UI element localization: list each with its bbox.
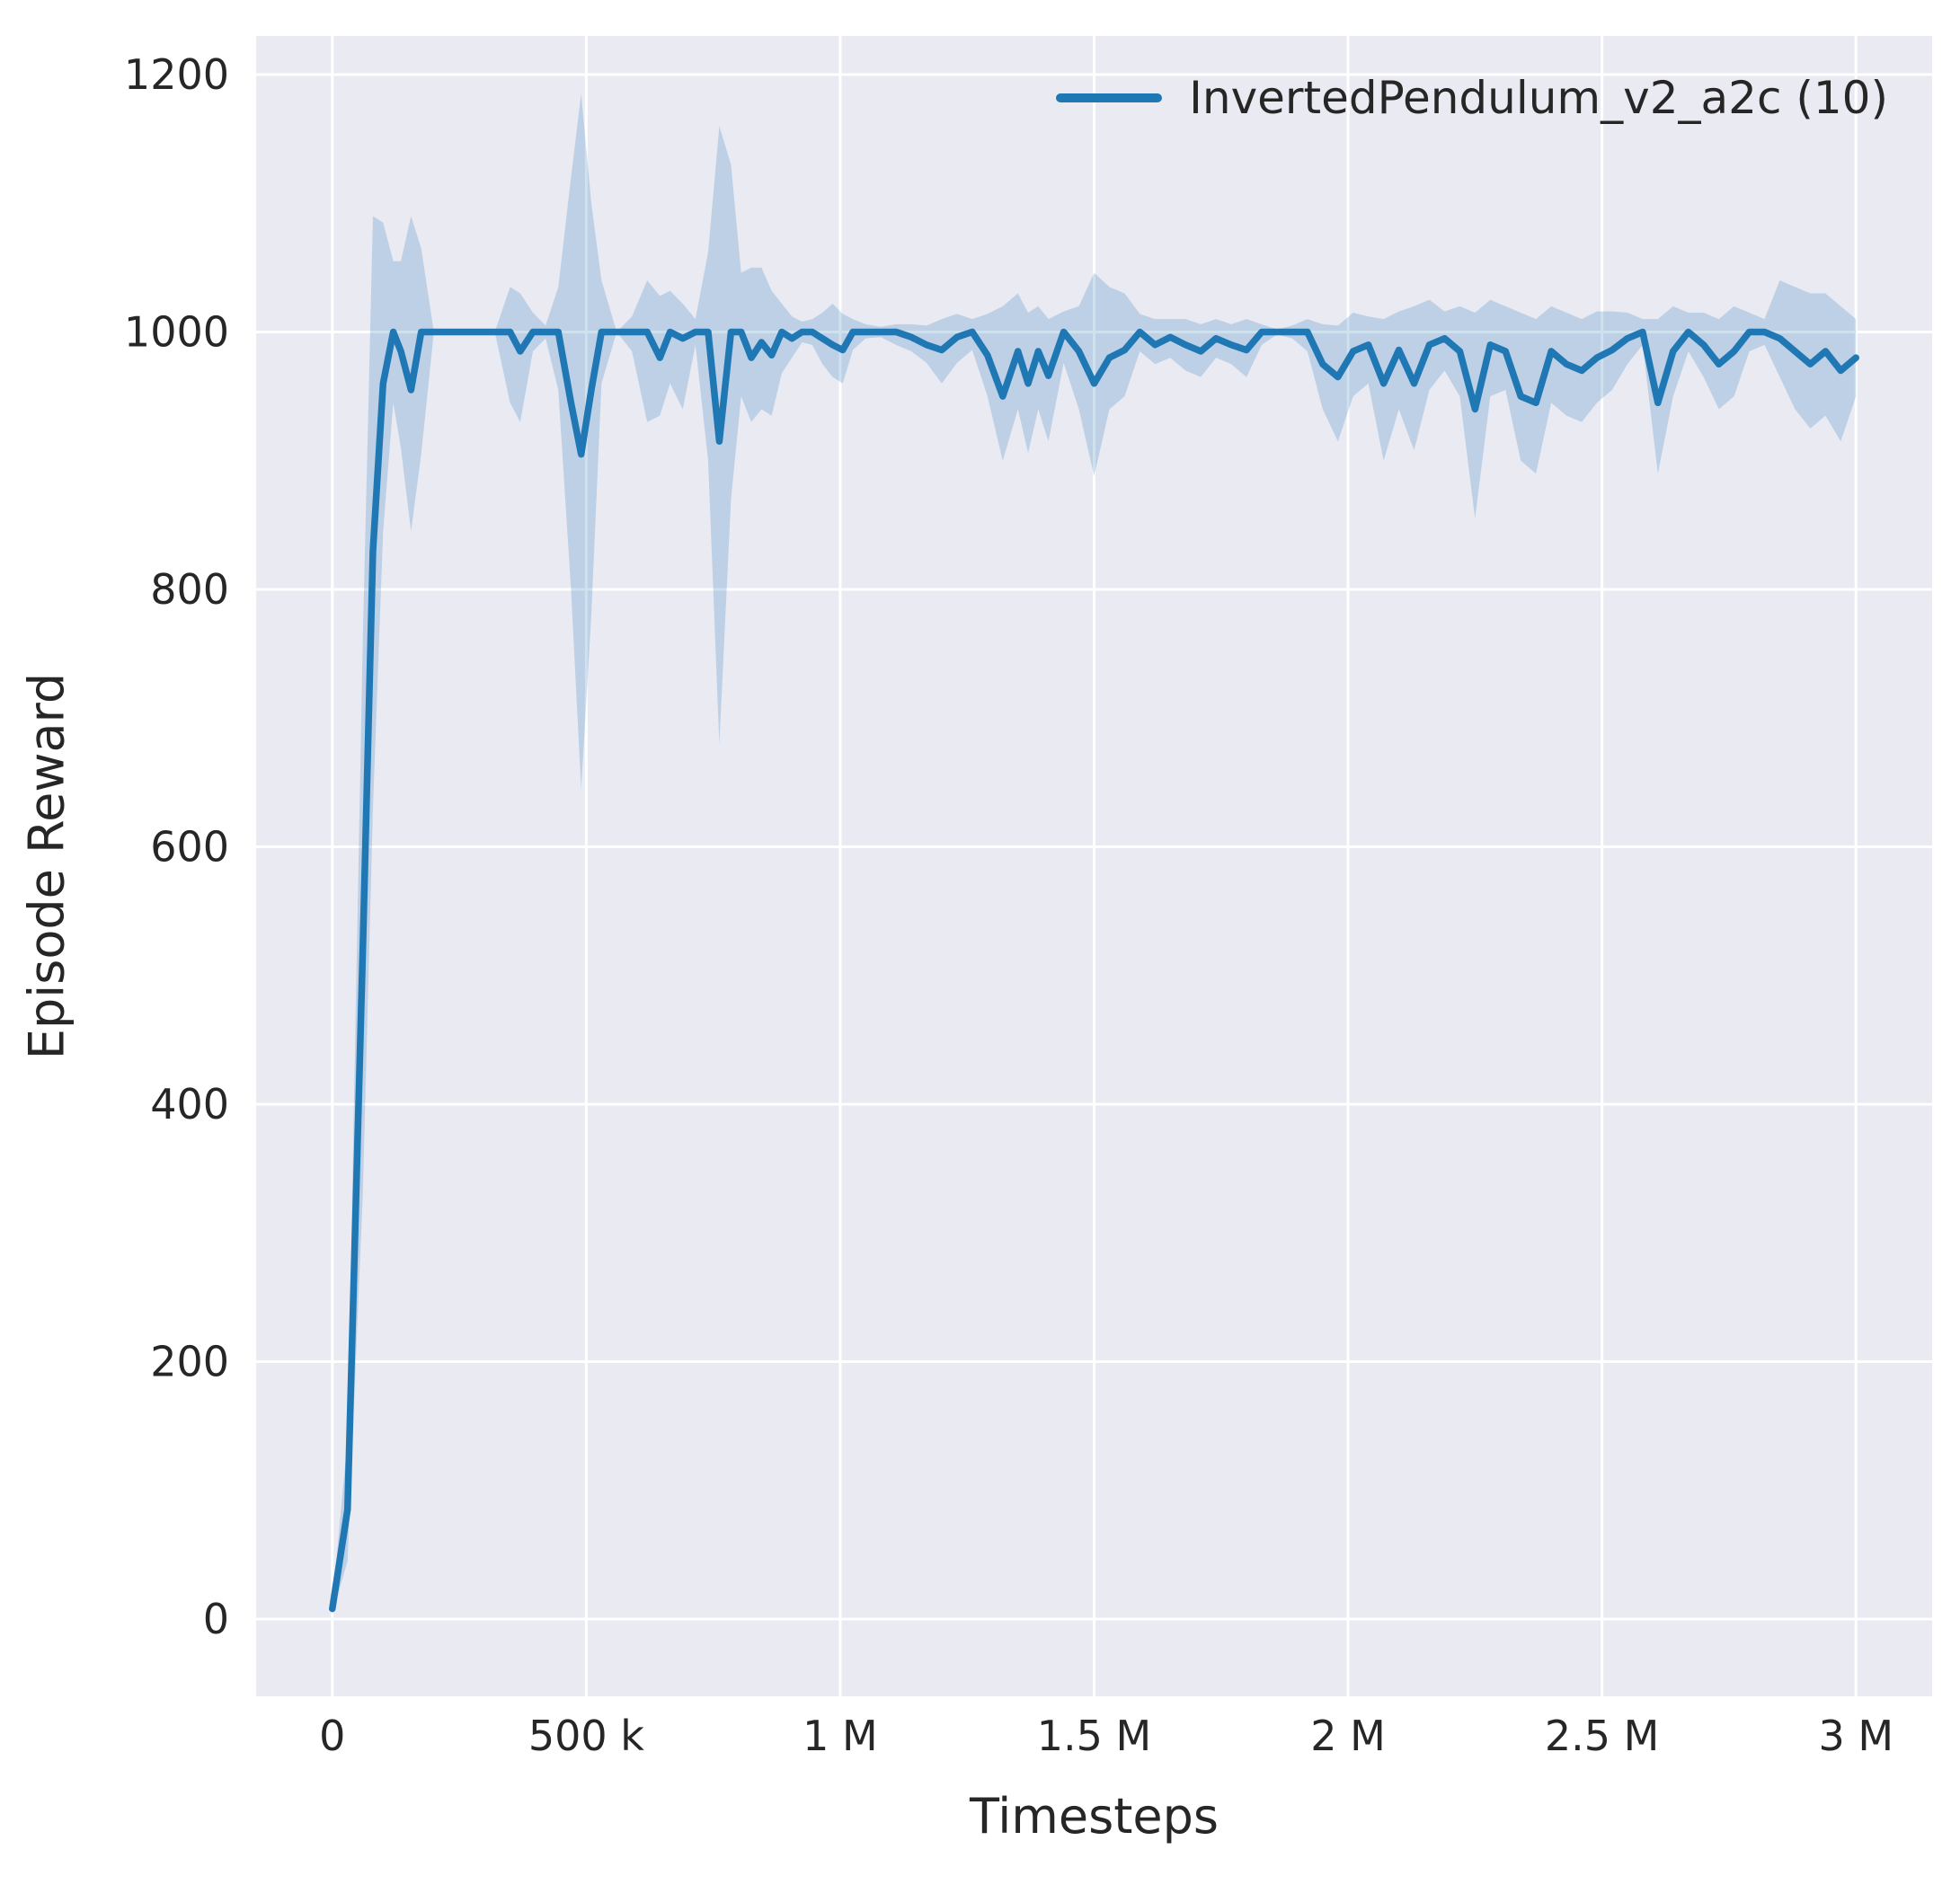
legend: InvertedPendulum_v2_a2c (10) bbox=[1056, 72, 1888, 124]
y-tick-label: 1000 bbox=[124, 307, 229, 356]
x-tick-label: 2.5 M bbox=[1545, 1712, 1659, 1760]
x-tick-label: 1 M bbox=[803, 1712, 878, 1760]
confidence-band bbox=[332, 93, 1857, 1615]
legend-label: InvertedPendulum_v2_a2c (10) bbox=[1189, 72, 1888, 124]
x-tick-label: 3 M bbox=[1818, 1712, 1893, 1760]
y-tick-label: 800 bbox=[150, 565, 229, 614]
legend-line-swatch bbox=[1056, 93, 1163, 102]
x-tick-label: 2 M bbox=[1310, 1712, 1386, 1760]
x-tick-label: 500 k bbox=[528, 1712, 644, 1760]
x-tick-label: 1.5 M bbox=[1037, 1712, 1151, 1760]
x-axis-label: Timesteps bbox=[969, 1788, 1219, 1845]
y-tick-label: 0 bbox=[203, 1595, 229, 1643]
x-tick-label: 0 bbox=[319, 1712, 345, 1760]
y-tick-label: 1200 bbox=[124, 50, 229, 99]
mean-line bbox=[329, 328, 1859, 1613]
y-tick-label: 200 bbox=[150, 1338, 229, 1386]
y-tick-label: 600 bbox=[150, 823, 229, 872]
y-tick-label: 400 bbox=[150, 1080, 229, 1128]
y-axis-label: Episode Reward bbox=[18, 672, 75, 1060]
